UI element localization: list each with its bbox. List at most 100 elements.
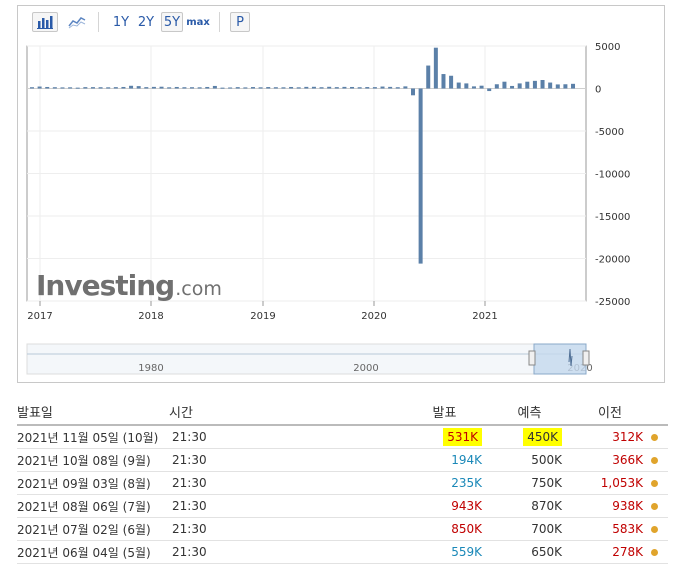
row-date: 2021년 08월 06일 (7월)	[17, 495, 151, 517]
range-5y-button[interactable]: 5Y	[161, 12, 183, 32]
chart-bar	[357, 87, 362, 89]
line-chart-icon[interactable]	[64, 12, 90, 32]
chart-bar	[37, 86, 42, 89]
table-row[interactable]: 2021년 10월 08일 (9월) 21:30 194K 500K 366K	[17, 449, 668, 472]
row-previous-text: 1,053K	[600, 476, 643, 490]
row-forecast: 870K	[497, 495, 562, 517]
chart-bar	[449, 75, 454, 89]
chart-bar	[235, 87, 240, 89]
chart-bar	[418, 88, 423, 264]
navigator-spike	[568, 348, 573, 367]
chart-bar	[487, 88, 492, 92]
chart-bar	[243, 87, 248, 89]
row-date: 2021년 09월 03일 (8월)	[17, 472, 151, 494]
row-date-text: 2021년 09월 03일 (8월)	[17, 476, 151, 491]
chart-bar	[75, 87, 80, 89]
navigator-left-handle	[528, 350, 536, 366]
chart-bar	[30, 87, 34, 89]
table-row[interactable]: 2021년 08월 06일 (7월) 21:30 943K 870K 938K	[17, 495, 668, 518]
chart-bar	[571, 83, 576, 89]
row-time: 21:30	[172, 518, 207, 540]
header-time[interactable]: 시간	[169, 405, 193, 421]
row-date-text: 2021년 08월 06일 (7월)	[17, 499, 151, 514]
navigator-area	[26, 343, 587, 375]
chart-bar	[98, 87, 103, 89]
chart-bar	[456, 82, 461, 89]
chart-bar	[525, 81, 530, 89]
row-previous-text: 583K	[612, 522, 643, 536]
row-time-text: 21:30	[172, 476, 207, 490]
bar-chart-icon[interactable]	[32, 12, 58, 32]
chart-bar	[403, 86, 408, 89]
row-forecast-text: 870K	[531, 499, 562, 513]
y-tick-label: 5000	[595, 42, 620, 53]
chart-panel: 1Y 2Y 5Y max P 5000 0 -5000 -10000 -15000 -20…	[17, 5, 665, 383]
row-date: 2021년 10월 08일 (9월)	[17, 449, 151, 471]
row-status	[651, 426, 659, 448]
row-previous: 366K	[577, 449, 643, 471]
chart-bar	[563, 84, 568, 89]
chart-bar	[532, 80, 537, 89]
chart-bar	[136, 86, 141, 89]
row-time: 21:30	[172, 472, 207, 494]
toolbar-separator	[219, 12, 220, 32]
header-date[interactable]: 발표일	[17, 405, 53, 421]
row-time-text: 21:30	[172, 499, 207, 513]
range-1y-button[interactable]: 1Y	[112, 14, 130, 30]
status-dot-icon	[651, 479, 658, 487]
chart-bar	[52, 87, 57, 89]
chart-bar	[113, 87, 118, 89]
row-actual-text: 194K	[451, 453, 482, 467]
chart-bar	[395, 87, 400, 89]
row-forecast: 650K	[497, 541, 562, 563]
status-dot-icon	[651, 525, 658, 533]
range-max-button[interactable]: max	[186, 16, 210, 28]
chart-toolbar: 1Y 2Y 5Y max P	[18, 6, 664, 38]
row-actual: 235K	[407, 472, 482, 494]
table-row[interactable]: 2021년 09월 03일 (8월) 21:30 235K 750K 1,053K	[17, 472, 668, 495]
row-status	[651, 518, 659, 540]
header-previous[interactable]: 이전	[598, 405, 622, 421]
navigator-right-handle	[582, 350, 590, 366]
chart-bar	[68, 87, 73, 89]
header-forecast[interactable]: 예측	[517, 405, 542, 421]
row-forecast-text: 450K	[523, 428, 562, 446]
row-actual-text: 531K	[443, 428, 482, 446]
events-table: 발표일 시간 발표 예측 이전 2021년 11월 05일 (10월) 21:30…	[17, 398, 668, 564]
status-dot-icon	[651, 456, 658, 464]
header-actual[interactable]: 발표	[432, 405, 457, 421]
row-previous-text: 312K	[612, 430, 643, 444]
chart-bar	[540, 80, 545, 89]
range-2y-button[interactable]: 2Y	[137, 14, 155, 30]
row-time: 21:30	[172, 426, 207, 448]
chart-bar	[129, 85, 134, 89]
chart-bar	[90, 87, 95, 89]
status-dot-icon	[651, 502, 658, 510]
table-row[interactable]: 2021년 07월 02일 (6월) 21:30 850K 700K 583K	[17, 518, 668, 541]
chart-bar	[380, 86, 385, 89]
logo-tld-text: .com	[175, 278, 222, 300]
chart-bar	[350, 86, 355, 89]
row-status	[651, 472, 659, 494]
chart-bar	[190, 87, 195, 89]
chart-bar	[555, 84, 560, 89]
chart-bar	[45, 86, 50, 89]
row-actual: 559K	[407, 541, 482, 563]
chart-bar	[502, 81, 507, 89]
row-previous: 312K	[577, 426, 643, 448]
row-forecast-text: 500K	[531, 453, 562, 467]
table-row[interactable]: 2021년 11월 05일 (10월) 21:30 531K 450K 312K	[17, 426, 668, 449]
chart-bar	[228, 87, 233, 89]
row-actual: 943K	[407, 495, 482, 517]
chart-bar	[441, 74, 446, 89]
row-forecast-text: 700K	[531, 522, 562, 536]
status-dot-icon	[651, 548, 658, 556]
chart-bar	[517, 83, 522, 89]
y-tick-label: 0	[595, 85, 601, 96]
chart-bar	[388, 86, 393, 89]
y-tick-label: -25000	[595, 297, 630, 308]
chart-bar	[182, 87, 187, 89]
chart-bar	[250, 87, 255, 89]
print-button[interactable]: P	[230, 12, 250, 32]
chart-bar	[266, 87, 271, 89]
